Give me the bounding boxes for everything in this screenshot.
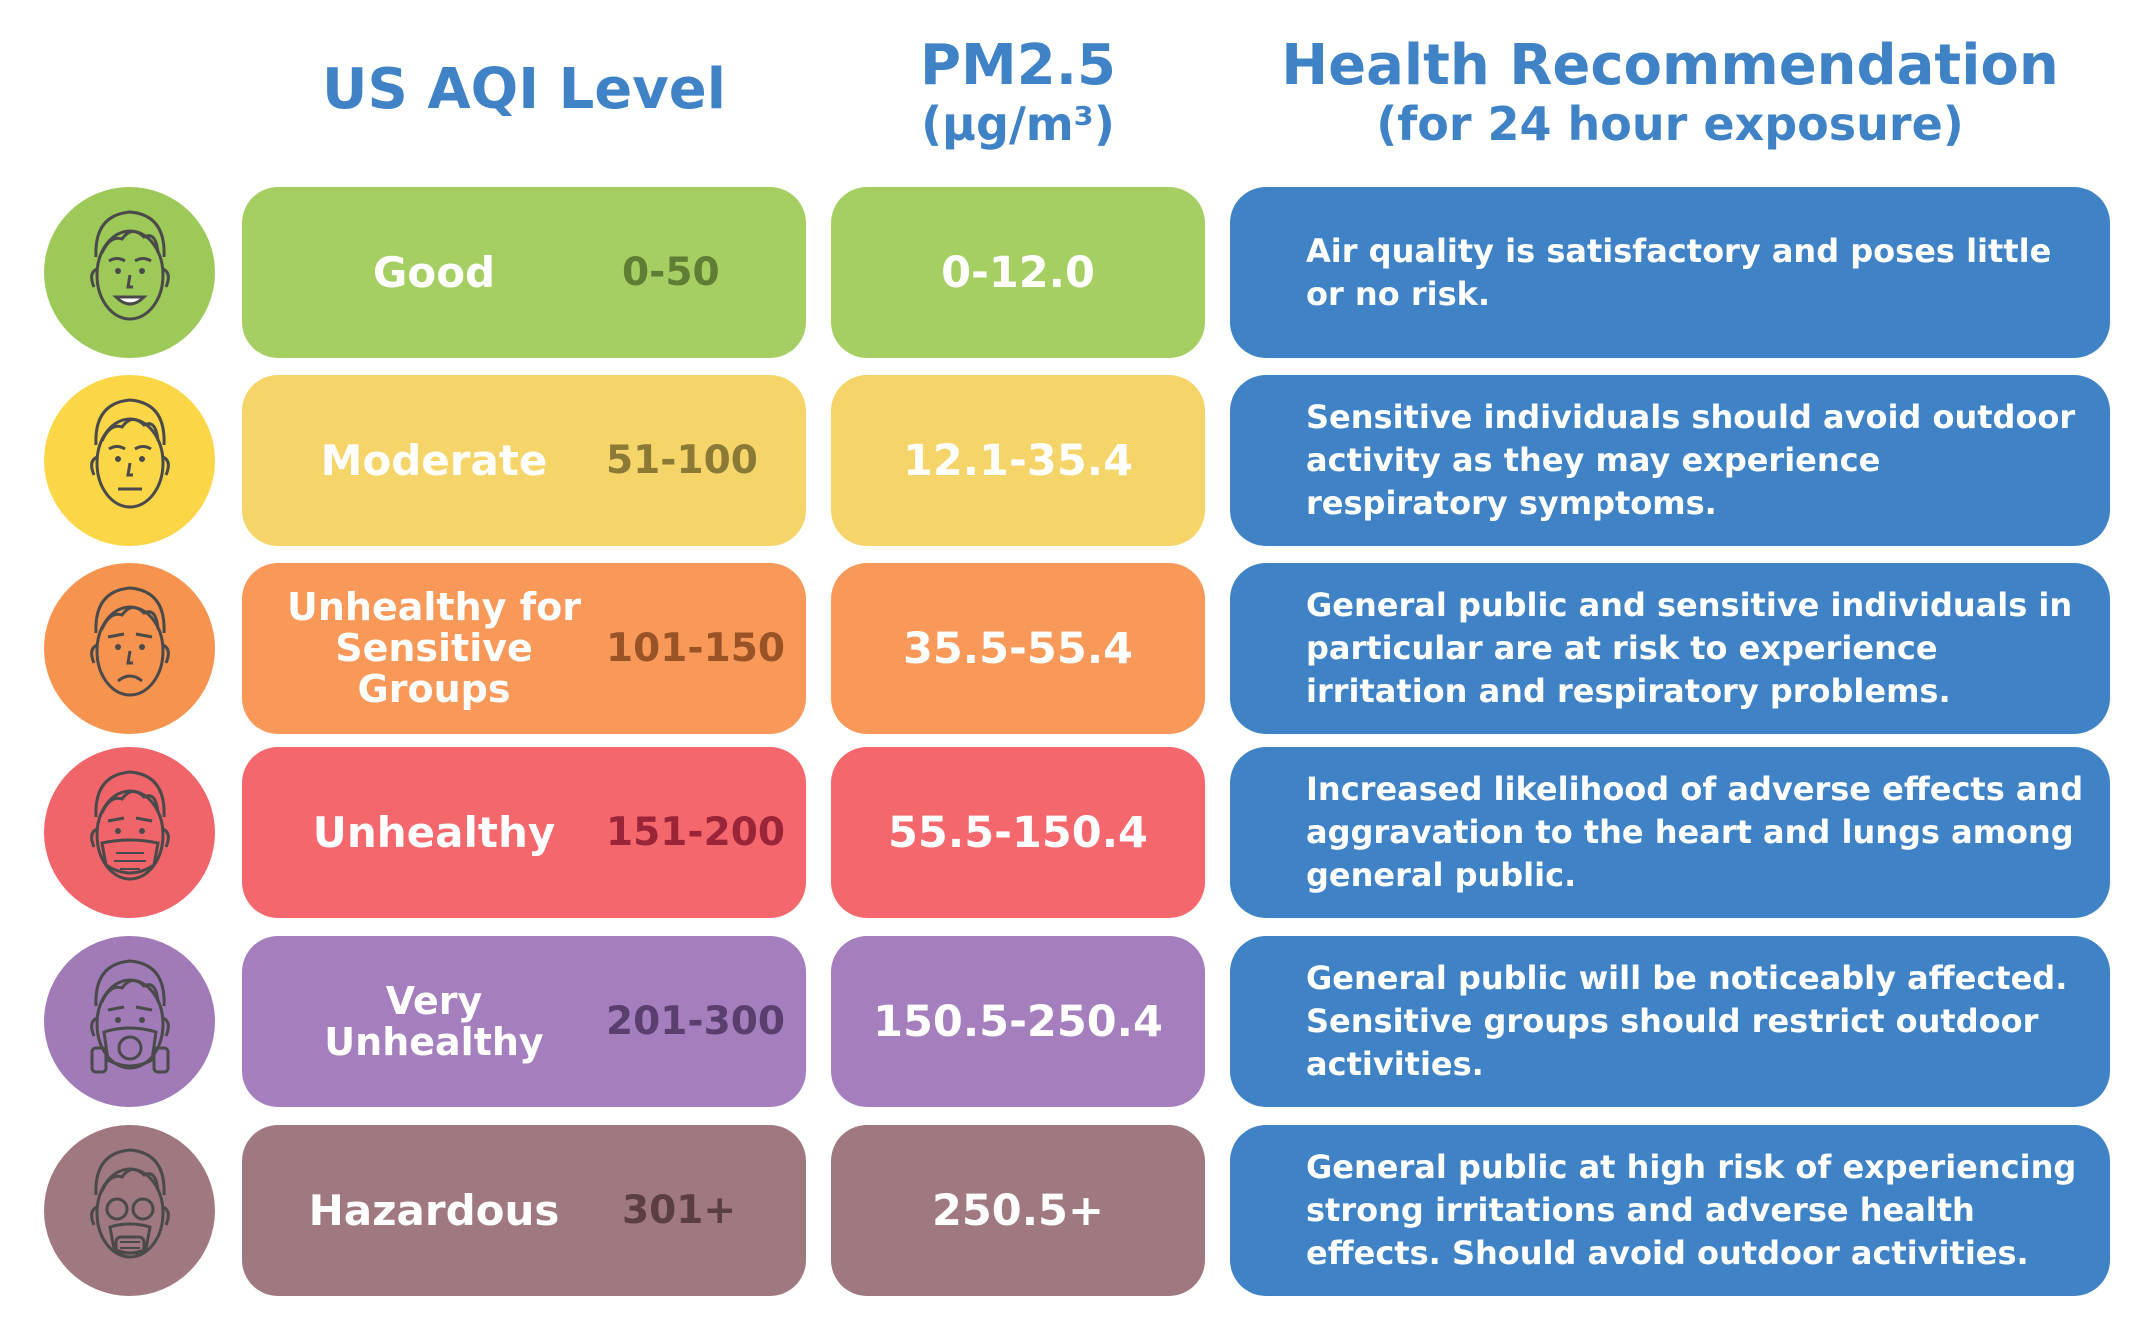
health-recommendation-cell: General public will be noticeably affect…: [1230, 936, 2110, 1107]
pm25-header: PM2.5 (µg/m³): [831, 33, 1205, 151]
health-header-title: Health Recommendation: [1281, 33, 2059, 98]
health-recommendation-text: Increased likelihood of adverse effects …: [1306, 770, 2084, 894]
health-recommendation-cell: General public at high risk of experienc…: [1230, 1125, 2110, 1296]
aqi-level-cell: Hazardous 301+: [242, 1125, 806, 1296]
aqi-level-cell: Unhealthy 151-200: [242, 747, 806, 918]
neutral-face-icon: [44, 375, 215, 546]
health-recommendation-cell: Air quality is satisfactory and poses li…: [1230, 187, 2110, 358]
pm25-cell: 35.5-55.4: [831, 563, 1205, 734]
health-recommendation-text: General public at high risk of experienc…: [1306, 1148, 2077, 1272]
aqi-level-header-text: US AQI Level: [322, 57, 726, 122]
aqi-range: 301+: [622, 1188, 737, 1233]
aqi-range: 51-100: [606, 438, 758, 483]
pm25-range: 55.5-150.4: [888, 807, 1148, 858]
pm25-range: 150.5-250.4: [873, 996, 1163, 1047]
aqi-level-name: Moderate: [320, 435, 548, 485]
smiling-face-icon: [44, 187, 215, 358]
aqi-range: 201-300: [606, 999, 786, 1044]
frowning-face-icon: [44, 563, 215, 734]
gas-mask-icon: [44, 1125, 215, 1296]
aqi-row: Unhealthy 151-200 55.5-150.4 Increased like…: [0, 747, 2134, 918]
health-recommendation-cell: General public and sensitive individuals…: [1230, 563, 2110, 734]
aqi-row: Very Unhealthy 201-300 150.5-250.4 General …: [0, 936, 2134, 1107]
pm25-cell: 0-12.0: [831, 187, 1205, 358]
aqi-level-header: US AQI Level: [242, 58, 806, 122]
health-recommendation-header: Health Recommendation (for 24 hour expos…: [1230, 33, 2110, 151]
pm25-cell: 12.1-35.4: [831, 375, 1205, 546]
pm25-cell: 55.5-150.4: [831, 747, 1205, 918]
aqi-range: 151-200: [606, 810, 786, 855]
aqi-range: 0-50: [622, 250, 720, 295]
aqi-level-cell: Moderate 51-100: [242, 375, 806, 546]
health-recommendation-cell: Increased likelihood of adverse effects …: [1230, 747, 2110, 918]
pm25-header-unit: (µg/m³): [921, 97, 1115, 151]
pm25-range: 12.1-35.4: [902, 435, 1134, 486]
health-recommendation-text: General public will be noticeably affect…: [1306, 959, 2068, 1083]
aqi-level-cell: Unhealthy for Sensitive Groups 101-150: [242, 563, 806, 734]
pm25-cell: 250.5+: [831, 1125, 1205, 1296]
respirator-mask-icon: [44, 936, 215, 1107]
health-header-subtitle: (for 24 hour exposure): [1376, 97, 1964, 151]
health-recommendation-text: General public and sensitive individuals…: [1306, 586, 2073, 710]
aqi-row: Moderate 51-100 12.1-35.4 Sensitive individ…: [0, 375, 2134, 546]
pm25-header-title: PM2.5: [920, 33, 1116, 98]
pm25-range: 250.5+: [931, 1185, 1105, 1236]
aqi-range: 101-150: [606, 626, 786, 671]
aqi-level-name: Very Unhealthy: [324, 978, 544, 1064]
aqi-level-cell: Very Unhealthy 201-300: [242, 936, 806, 1107]
pm25-cell: 150.5-250.4: [831, 936, 1205, 1107]
pm25-range: 35.5-55.4: [902, 623, 1134, 674]
aqi-level-name: Hazardous: [308, 1185, 560, 1235]
health-recommendation-text: Sensitive individuals should avoid outdo…: [1306, 398, 2076, 522]
health-recommendation-text: Air quality is satisfactory and poses li…: [1306, 231, 2052, 313]
aqi-level-name: Unhealthy for Sensitive Groups: [287, 585, 581, 711]
health-recommendation-cell: Sensitive individuals should avoid outdo…: [1230, 375, 2110, 546]
aqi-row: Good 0-50 0-12.0 Air quality is satisfactor…: [0, 187, 2134, 358]
aqi-level-name: Unhealthy: [312, 807, 556, 857]
aqi-level-cell: Good 0-50: [242, 187, 806, 358]
aqi-row: Unhealthy for Sensitive Groups 101-150 35.…: [0, 563, 2134, 734]
aqi-row: Hazardous 301+ 250.5+ General public at hig…: [0, 1125, 2134, 1296]
pm25-range: 0-12.0: [941, 247, 1095, 298]
aqi-level-name: Good: [372, 247, 496, 297]
face-mask-icon: [44, 747, 215, 918]
